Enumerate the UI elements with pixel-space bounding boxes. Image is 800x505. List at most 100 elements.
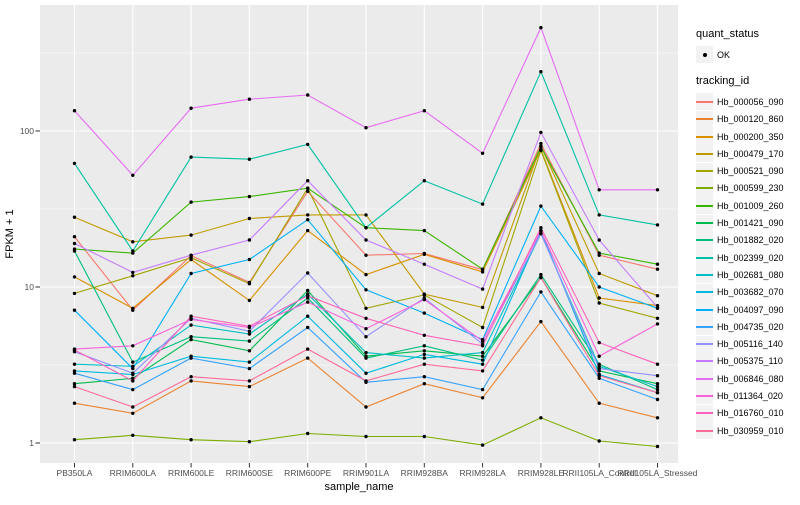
data-point — [189, 337, 193, 342]
data-point — [131, 270, 135, 275]
data-point — [422, 362, 426, 366]
data-point — [539, 141, 543, 146]
x-tick-label: RRIM901LA — [343, 468, 390, 478]
legend-item: Hb_011364_020 — [696, 387, 798, 405]
data-point — [189, 335, 193, 339]
data-point — [189, 323, 193, 327]
data-point — [72, 348, 77, 352]
legend-item-label: Hb_000599_230 — [717, 183, 784, 194]
data-point — [597, 376, 601, 380]
tracking-id-title: tracking_id — [696, 75, 750, 88]
data-point — [655, 188, 660, 192]
y-axis-title: FPKM + 1 — [4, 209, 16, 258]
x-tick-label: RRIM928LE — [518, 468, 565, 478]
data-point — [72, 275, 77, 279]
data-point — [655, 387, 660, 392]
data-point — [247, 216, 252, 221]
data-point — [480, 339, 485, 343]
data-point — [131, 379, 135, 383]
legend-key — [696, 352, 713, 370]
data-point — [131, 433, 135, 437]
quant-status-item: OK — [696, 46, 798, 64]
legend-item-label: Hb_011364_020 — [717, 390, 783, 401]
data-point — [364, 371, 368, 375]
data-point — [364, 253, 368, 257]
data-point — [480, 202, 485, 206]
legend-item: Hb_030959_010 — [696, 422, 798, 440]
legend-line-swatch — [696, 394, 713, 397]
data-point — [480, 344, 485, 348]
legend-key — [696, 145, 713, 163]
data-point — [131, 306, 135, 310]
data-point — [131, 344, 135, 348]
data-point — [72, 371, 77, 375]
data-point — [364, 306, 368, 310]
legend-item-label: Hb_004735_020 — [717, 321, 784, 332]
legend-line-swatch — [696, 291, 713, 294]
legend-item-label: Hb_000120_860 — [717, 114, 784, 125]
data-point — [189, 155, 193, 159]
data-point — [422, 382, 426, 386]
legend: quant_status OK tracking_id Hb_000056_09… — [696, 28, 798, 440]
legend-line-swatch — [696, 360, 713, 363]
legend-line-swatch — [696, 343, 713, 346]
legend-item: Hb_006846_080 — [696, 370, 798, 388]
data-point — [539, 275, 543, 280]
legend-line-swatch — [696, 222, 713, 225]
data-point — [597, 366, 601, 371]
data-point — [131, 376, 135, 380]
data-point — [72, 241, 77, 246]
legend-item-label: Hb_005375_110 — [717, 356, 783, 367]
data-point — [539, 204, 543, 208]
data-point — [306, 288, 310, 293]
legend-line-swatch — [696, 118, 713, 121]
x-tick-label: RRII105LA_Stressed — [618, 468, 698, 478]
data-point — [422, 262, 426, 266]
data-point — [364, 226, 368, 230]
legend-item: Hb_004735_020 — [696, 318, 798, 336]
legend-key — [696, 179, 713, 197]
x-tick-label: RRIM928LA — [459, 468, 506, 478]
data-point — [597, 271, 601, 276]
data-point — [539, 130, 543, 135]
data-point — [655, 391, 660, 395]
legend-item: Hb_002399_020 — [696, 249, 798, 267]
data-point — [131, 387, 135, 392]
data-point — [189, 200, 193, 204]
data-point — [247, 194, 252, 199]
data-point — [655, 362, 660, 366]
legend-key — [696, 370, 713, 388]
tracking-id-items: Hb_000056_090 Hb_000120_860 Hb_000200_350 H… — [696, 93, 798, 440]
legend-item: Hb_005116_140 — [696, 335, 798, 353]
data-point — [480, 362, 485, 366]
data-point — [597, 251, 601, 255]
legend-item: Hb_000521_090 — [696, 162, 798, 180]
legend-item: Hb_000120_860 — [696, 110, 798, 128]
data-point — [306, 228, 310, 233]
legend-item-label: Hb_016760_010 — [717, 408, 784, 419]
data-point — [306, 431, 310, 436]
data-point — [655, 223, 660, 227]
data-point — [247, 349, 252, 353]
x-tick-label: RRIM600PE — [284, 468, 332, 478]
data-point — [364, 288, 368, 292]
data-point — [72, 362, 77, 366]
data-point — [72, 249, 77, 253]
x-tick-label: RRIM600LA — [110, 468, 157, 478]
data-point — [247, 282, 252, 286]
data-point — [247, 366, 252, 371]
data-point — [131, 240, 135, 244]
legend-item-label: Hb_006846_080 — [717, 373, 784, 384]
legend-line-swatch — [696, 152, 713, 155]
data-point — [306, 189, 310, 194]
data-point — [247, 298, 252, 303]
data-point — [131, 249, 135, 253]
data-point — [480, 287, 485, 291]
legend-key — [696, 128, 713, 146]
data-point — [131, 405, 135, 409]
legend-line-swatch — [696, 308, 713, 311]
legend-item: Hb_001009_260 — [696, 197, 798, 215]
legend-key — [696, 404, 713, 422]
data-point — [597, 354, 601, 358]
data-point — [189, 438, 193, 442]
